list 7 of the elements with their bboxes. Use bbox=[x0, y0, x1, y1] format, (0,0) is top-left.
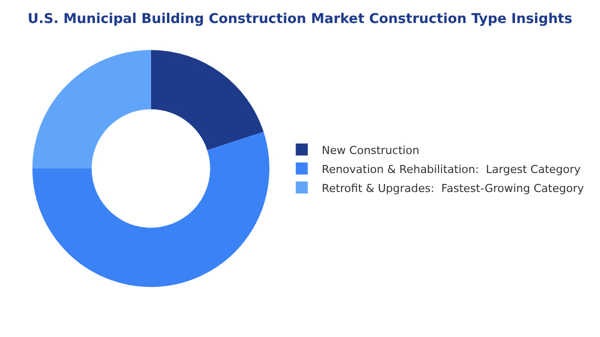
donut-slice bbox=[32, 50, 151, 168]
donut-slice bbox=[32, 132, 270, 287]
chart-title: U.S. Municipal Building Construction Market Construction Type Insights bbox=[28, 10, 572, 27]
legend-label: Renovation & Rehabilitation: Largest Category bbox=[322, 162, 582, 176]
donut-slice bbox=[150, 50, 264, 150]
legend-label: New Construction bbox=[322, 144, 420, 157]
legend-label: Retrofit & Upgrades: Fastest-Growing Category bbox=[322, 182, 584, 195]
